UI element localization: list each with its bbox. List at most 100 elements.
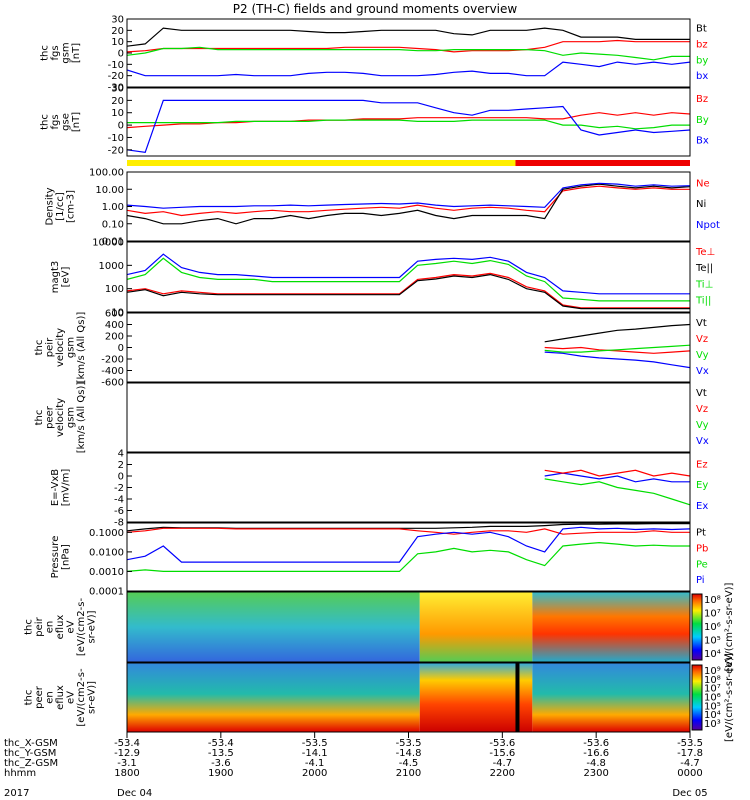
y-tick-label: -200 [101,355,124,366]
spectrogram-block [127,663,420,732]
legend-entry: Te⊥ [695,247,715,258]
spectrogram-block [532,663,690,732]
x-row-value: -13.5 [208,748,234,759]
series-line [544,323,691,343]
y-axis-label-line: sr-eV)] [87,610,98,643]
y-tick-label: 2 [118,460,124,471]
y-tick-label: 10000 [92,238,124,249]
x-row-value: -53.4 [114,738,140,749]
y-tick-label: 600 [105,309,124,320]
y-tick-label: -30 [108,83,124,94]
legend-entry: Pt [696,528,706,539]
y-tick-label: -20 [108,71,124,82]
panel-pressure: 0.1000 0.0100 0.0010 0.0001 Pt Pb Pe Pi Pressure… [50,522,708,598]
y-axis-label: thcfgsgse[nT] [39,112,82,132]
y-axis-label-line: [eV/(cm2-s- [76,598,87,657]
x-date-start: Dec 04 [117,788,152,799]
panel-frame [126,18,691,88]
x-row-value: -53.6 [489,738,515,749]
x-row-value: 2000 [302,768,327,779]
series-line [544,351,691,369]
y-axis-label: Pressure[nPa] [50,536,72,579]
y-axis-label: thcpeervelocitygsm[km/s (All Qs)] [34,382,87,454]
legend-entry: Ez [696,459,708,470]
series-line [126,46,690,61]
x-row-value: -4.1 [305,758,325,769]
y-axis-label-line: gsm [66,337,77,358]
legend-entry: Vt [696,318,707,329]
panel-frame [126,382,691,453]
series-line [126,526,691,563]
y-axis-label-line: velocity [55,398,66,437]
x-row-value: -3.1 [117,758,137,769]
legend-entry: Bt [696,24,707,35]
series-line [126,185,690,217]
legend-entry: Pb [696,544,708,555]
y-axis-label-line: eflux [55,615,66,640]
y-axis-label-line: thc [39,114,50,130]
mode-bar-segment [127,160,516,166]
colorbar-tick-label: 10⁴ [704,649,721,660]
colorbar [691,664,703,731]
panel-temperature: 10000 1000 100 10 Te⊥ Te|| Ti⊥ Ti|| magt3[eV] [50,238,716,319]
mode-bar-segment [515,160,690,166]
colorbar-tick-label: 10⁶ [704,693,721,704]
y-tick-label: -6 [114,506,124,517]
legend-entry: Vy [696,350,709,361]
y-axis-label-line: [nT] [71,43,82,63]
x-row-value: -3.6 [211,758,231,769]
y-tick-label: -4 [114,495,124,506]
y-tick-label: 10 [111,308,124,319]
y-tick-label: 10 [111,108,124,119]
spectrogram-block [419,592,533,662]
y-tick-label: 100 [105,284,124,295]
legend-entry: Pi [696,575,705,586]
panel-electron-velocity: Vt Vz Vy Vx thcpeervelocitygsm[km/s (All Qs)… [34,382,709,454]
y-axis-label-line: Pressure [50,536,61,579]
y-axis-label-line: thc [34,340,45,356]
legend-entry: bx [696,71,708,82]
legend-entry: Ey [696,480,708,491]
data-gap [515,663,520,732]
legend-entry: Vx [696,436,709,447]
y-tick-label: 0.1000 [89,528,124,539]
series-line [126,541,690,572]
y-axis-label: thcpeerenefluxeV[eV/(cm2-s-sr-eV)] [24,668,98,727]
y-axis-label: magt3[eV] [50,261,72,294]
legend-entry: Ne [696,178,710,189]
x-row-value: -53.5 [677,738,703,749]
series-line [127,119,690,130]
x-row-value: -14.1 [302,748,328,759]
panel-frame [126,87,691,157]
y-axis-label-line: thc [24,690,35,706]
series-line [126,257,690,302]
y-tick-label: 100.00 [89,168,124,179]
x-row-value: 0000 [677,768,702,779]
x-row-value: 2200 [490,768,515,779]
y-axis-label: E=-VxB[mV/m] [50,469,72,507]
legend-entry: Vt [696,388,707,399]
y-axis-label-line: fgs [50,45,61,60]
chart-title: P2 (TH-C) fields and ground moments over… [232,2,518,16]
x-row-value: -4.7 [493,758,513,769]
y-axis-label-line: thc [34,410,45,426]
x-row-value: -17.8 [677,748,703,759]
series-line [126,183,691,225]
x-year-label: 2017 [4,788,29,799]
x-row-value: -16.6 [583,748,609,759]
y-axis-label: thcpeirvelocitygsm[km/s (All Qs)] [34,312,87,384]
legend-entry: Vz [696,334,708,345]
legend-entry: Vz [696,404,708,415]
y-tick-label: 0.10 [102,219,124,230]
x-row-label: thc_Z-GSM [4,758,58,769]
y-axis-label-line: en [45,691,56,704]
x-row-value: -53.4 [208,738,234,749]
series-line [126,253,690,295]
y-axis-label-line: gse [60,113,71,131]
y-axis-label-line: Density [45,187,56,225]
x-row-value: 2300 [583,768,608,779]
colorbar-tick-label: 10⁹ [704,666,721,677]
y-axis-label: thcfgsgsm[nT] [39,42,82,63]
x-row-value: -4.5 [399,758,419,769]
y-axis-label: thcpeirenefluxeV[eV/(cm2-s-sr-eV)] [24,598,98,657]
